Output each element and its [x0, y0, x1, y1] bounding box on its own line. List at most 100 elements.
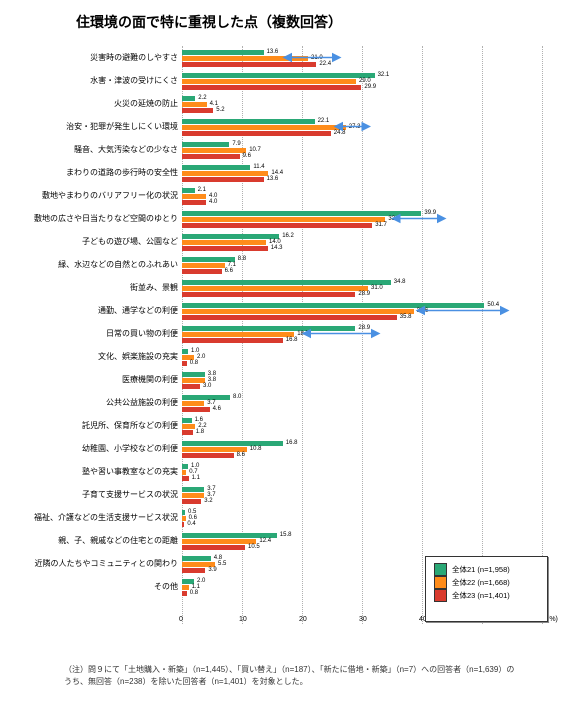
bar: [182, 493, 204, 498]
grid-line: [362, 46, 363, 624]
value-label: 31.0: [371, 286, 383, 291]
bar: [182, 539, 256, 544]
page-root: 住環境の面で特に重視した点（複数回答） 13.621.022.432.129.0…: [0, 0, 580, 702]
bar: [182, 510, 185, 515]
bar: [182, 188, 195, 193]
legend-label: 全体22 (n=1,668): [452, 577, 510, 588]
plot-region: 13.621.022.432.129.029.92.24.15.222.127.…: [182, 46, 542, 624]
category-label: 敷地の広さや日当たりなど空間のゆとり: [2, 215, 178, 224]
bar: [182, 280, 391, 285]
value-label: 18.7: [297, 332, 309, 337]
x-tick-label: 10: [239, 616, 247, 623]
grid-line: [422, 46, 423, 624]
bar: [182, 125, 346, 130]
bar: [182, 257, 235, 262]
bar: [182, 349, 188, 354]
value-label: 28.9: [358, 292, 370, 297]
bar: [182, 165, 250, 170]
value-label: 8.8: [238, 257, 246, 262]
category-label: 敷地やまわりのバリアフリー化の状況: [2, 192, 178, 201]
value-label: 10.5: [248, 545, 260, 550]
bar: [182, 96, 195, 101]
value-label: 5.2: [216, 108, 224, 113]
bar: [182, 263, 225, 268]
legend-row: 全体23 (n=1,401): [434, 589, 539, 602]
bar: [182, 430, 193, 435]
value-label: 38.6: [417, 309, 429, 314]
category-label: 騒音、大気汚染などの少なさ: [2, 146, 178, 155]
bar: [182, 85, 361, 90]
bar: [182, 556, 211, 561]
legend-swatch-green: [434, 563, 447, 576]
bar: [182, 470, 186, 475]
bar: [182, 361, 187, 366]
bar: [182, 464, 188, 469]
value-label: 1.8: [196, 430, 204, 435]
value-label: 33.9: [388, 217, 400, 222]
category-label: 塾や習い事教室などの充実: [2, 468, 178, 477]
value-label: 50.4: [487, 303, 499, 308]
bar: [182, 476, 189, 481]
category-label: 子育て支援サービスの状況: [2, 491, 178, 500]
x-axis-unit: (%): [547, 616, 558, 623]
value-label: 27.3: [349, 125, 361, 130]
bar: [182, 194, 206, 199]
category-label: 福祉、介護などの生活支援サービス状況: [2, 514, 178, 523]
value-label: 16.8: [286, 441, 298, 446]
category-label: その他: [2, 583, 178, 592]
legend-row: 全体22 (n=1,668): [434, 576, 539, 589]
bar: [182, 56, 308, 61]
value-label: 0.4: [187, 522, 195, 527]
value-label: 8.6: [237, 453, 245, 458]
value-label: 0.8: [190, 591, 198, 596]
value-label: 3.2: [204, 499, 212, 504]
value-label: 22.4: [319, 62, 331, 67]
bar: [182, 424, 195, 429]
value-label: 31.7: [375, 223, 387, 228]
bar: [182, 401, 204, 406]
bar: [182, 326, 355, 331]
value-label: 9.6: [243, 154, 251, 159]
legend-label: 全体23 (n=1,401): [452, 590, 510, 601]
bar: [182, 522, 184, 527]
bar: [182, 108, 213, 113]
category-label: 医療機関の利便: [2, 376, 178, 385]
x-tick-label: 30: [359, 616, 367, 623]
value-label: 3.9: [208, 568, 216, 573]
value-label: 11.4: [253, 165, 264, 170]
legend-swatch-orange: [434, 576, 447, 589]
bar: [182, 177, 264, 182]
bar: [182, 171, 268, 176]
category-label: 災害時の避難のしやすさ: [2, 54, 178, 63]
grid-line: [482, 46, 483, 624]
value-label: 35.8: [400, 315, 412, 320]
legend-box: 全体21 (n=1,958) 全体22 (n=1,668) 全体23 (n=1,…: [425, 556, 548, 622]
bar: [182, 142, 229, 147]
value-label: 32.1: [378, 73, 390, 78]
bar: [182, 453, 234, 458]
bar: [182, 591, 187, 596]
value-label: 6.6: [225, 269, 233, 274]
legend-row: 全体21 (n=1,958): [434, 563, 539, 576]
bar: [182, 79, 356, 84]
category-label: 通勤、通学などの利便: [2, 307, 178, 316]
bar: [182, 269, 222, 274]
bar: [182, 585, 189, 590]
value-label: 28.9: [358, 326, 370, 331]
value-label: 1.1: [192, 476, 200, 481]
bar: [182, 246, 268, 251]
category-label: 緑、水辺などの自然とのふれあい: [2, 261, 178, 270]
bar: [182, 378, 205, 383]
bar: [182, 211, 421, 216]
value-label: 7.9: [232, 142, 240, 147]
bar: [182, 286, 368, 291]
bar: [182, 395, 230, 400]
bar: [182, 407, 210, 412]
category-label: 子どもの遊び場、公園など: [2, 238, 178, 247]
bar: [182, 223, 372, 228]
category-label: 幼稚園、小学校などの利便: [2, 445, 178, 454]
value-label: 24.8: [334, 131, 346, 136]
legend-label: 全体21 (n=1,958): [452, 564, 510, 575]
bar: [182, 240, 266, 245]
bar: [182, 315, 397, 320]
